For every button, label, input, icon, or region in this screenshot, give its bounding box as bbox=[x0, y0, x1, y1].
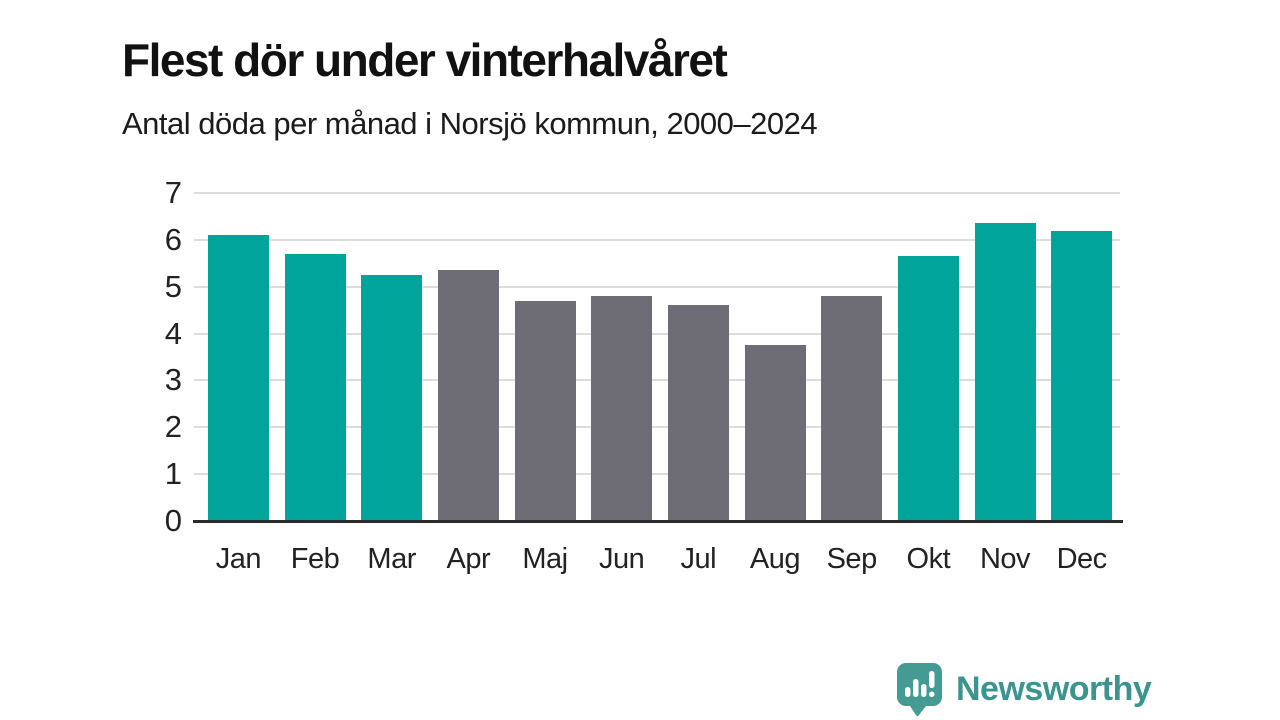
bar-sep bbox=[821, 296, 883, 521]
x-axis-tick-label-maj: Maj bbox=[522, 543, 568, 575]
x-axis-tick-label-sep: Sep bbox=[826, 543, 878, 575]
x-axis-tick-label-apr: Apr bbox=[446, 543, 491, 575]
bar-maj bbox=[514, 300, 576, 521]
x-axis-baseline bbox=[193, 520, 1123, 523]
y-axis-tick-label-4: 4 bbox=[164, 315, 182, 351]
bar-mar bbox=[361, 275, 423, 521]
x-axis-tick-label-nov: Nov bbox=[979, 543, 1031, 575]
bar-feb bbox=[284, 253, 346, 521]
y-axis-tick-label-6: 6 bbox=[164, 221, 182, 257]
y-axis-tick-label-0: 0 bbox=[164, 503, 182, 538]
plot-area: 0 1 2 3 4 5 6 7 Jan Feb Mar Apr Maj Jun Jul Aug Sep Okt No… bbox=[165, 175, 1123, 575]
gridline-y4 bbox=[194, 332, 1120, 335]
bar-jul bbox=[667, 305, 729, 521]
bar-nov bbox=[974, 223, 1036, 521]
chart-subtitle: Antal döda per månad i Norsjö kommun, 20… bbox=[122, 106, 818, 141]
x-axis-tick-label-mar: Mar bbox=[367, 543, 416, 575]
newsworthy-logo: Newsworthy bbox=[896, 662, 1152, 716]
bar-jun bbox=[591, 296, 653, 521]
bar-apr bbox=[437, 270, 499, 521]
y-axis-tick-label-3: 3 bbox=[164, 362, 182, 398]
y-axis-tick-label-5: 5 bbox=[164, 268, 182, 304]
gridline-y5 bbox=[194, 285, 1120, 288]
x-axis-tick-label-jul: Jul bbox=[680, 543, 717, 575]
gridline-y2 bbox=[194, 426, 1120, 429]
y-axis-tick-label-2: 2 bbox=[164, 409, 182, 445]
x-axis-tick-label-okt: Okt bbox=[906, 543, 951, 575]
bar-dec bbox=[1051, 230, 1113, 521]
bar-jan bbox=[207, 235, 269, 521]
newsworthy-logo-text: Newsworthy bbox=[956, 670, 1152, 708]
newsworthy-bar-chart-bubble-icon bbox=[897, 663, 942, 716]
y-axis-tick-label-7: 7 bbox=[164, 175, 182, 210]
chart-title: Flest dör under vinterhalvåret bbox=[122, 33, 728, 86]
y-axis-tick-label-1: 1 bbox=[164, 456, 182, 492]
bar-okt bbox=[897, 256, 959, 521]
x-axis-tick-label-aug: Aug bbox=[749, 543, 801, 575]
gridline-y3 bbox=[194, 379, 1120, 382]
x-axis-tick-label-jan: Jan bbox=[215, 543, 262, 575]
x-axis-tick-label-feb: Feb bbox=[290, 543, 340, 575]
bar-aug bbox=[744, 345, 806, 521]
gridline-y6 bbox=[194, 238, 1120, 241]
x-axis-tick-label-jun: Jun bbox=[599, 543, 645, 575]
gridline-y1 bbox=[194, 473, 1120, 476]
gridline-y7 bbox=[194, 192, 1120, 194]
x-axis-tick-label-dec: Dec bbox=[1056, 543, 1108, 575]
